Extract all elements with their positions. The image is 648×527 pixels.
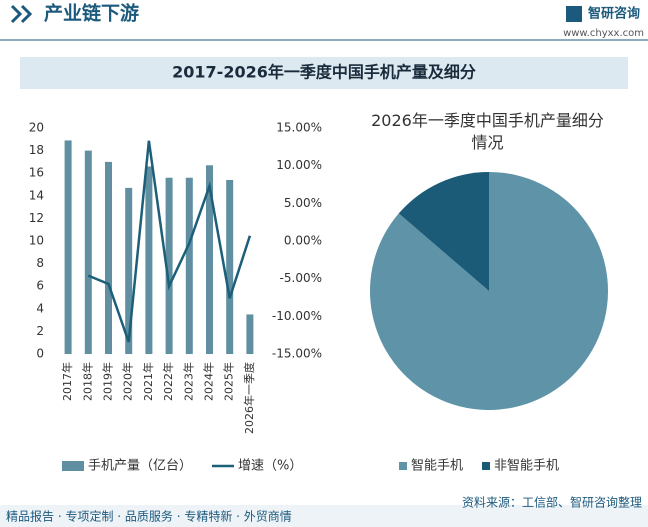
x-tick-label: 2025年 bbox=[222, 362, 236, 401]
bar bbox=[165, 177, 173, 354]
y-tick-label: 18 bbox=[29, 143, 44, 157]
y-tick-label: 10 bbox=[29, 234, 44, 248]
bar bbox=[125, 187, 133, 354]
bar bbox=[246, 314, 254, 354]
x-tick-label: 2024年 bbox=[202, 362, 216, 401]
footer-source: 资料来源：工信部、智研咨询整理 bbox=[462, 495, 642, 510]
y2-tick-label: 5.00% bbox=[284, 196, 322, 210]
footer-band bbox=[0, 505, 648, 527]
y-tick-label: 6 bbox=[36, 279, 44, 293]
legend-label: 非智能手机 bbox=[494, 459, 559, 474]
legend-swatch bbox=[482, 462, 490, 470]
logo: 智研咨询 bbox=[588, 6, 640, 22]
y-tick-label: 4 bbox=[36, 301, 44, 315]
legend-label: 增速（%） bbox=[238, 459, 302, 474]
y2-tick-label: -10.00% bbox=[272, 309, 322, 323]
y-tick-label: 16 bbox=[29, 166, 44, 180]
x-tick-label: 2026年一季度 bbox=[242, 362, 256, 434]
x-tick-label: 2022年 bbox=[161, 362, 175, 401]
banner bbox=[20, 57, 628, 89]
x-tick-label: 2021年 bbox=[141, 362, 155, 401]
legend-swatch bbox=[62, 461, 84, 471]
y-tick-label: 14 bbox=[29, 188, 44, 202]
bar bbox=[226, 179, 234, 354]
y-tick-label: 12 bbox=[29, 211, 44, 225]
pie-slice bbox=[398, 172, 489, 291]
y-tick-label: 2 bbox=[36, 324, 44, 338]
x-tick-label: 2019年 bbox=[101, 362, 115, 401]
legend-label: 手机产量（亿台） bbox=[88, 459, 192, 474]
header-icon bbox=[10, 4, 33, 24]
x-tick-label: 2018年 bbox=[80, 362, 94, 401]
y2-tick-label: 10.00% bbox=[276, 158, 322, 172]
growth-line bbox=[87, 140, 252, 343]
legend-label: 智能手机 bbox=[411, 459, 463, 474]
x-tick-label: 2023年 bbox=[181, 362, 195, 401]
bar bbox=[145, 166, 153, 354]
y-tick-label: 8 bbox=[36, 256, 44, 270]
y-tick-label: 0 bbox=[36, 347, 44, 361]
y2-tick-label: -5.00% bbox=[280, 271, 322, 285]
header-title: 产业链下游 bbox=[44, 2, 139, 25]
url: www.chyxx.com bbox=[563, 28, 644, 39]
footer-services: 精品报告 · 专项定制 · 品质服务 · 专精特新 · 外贸商情 bbox=[6, 509, 292, 524]
y2-tick-label: 15.00% bbox=[276, 121, 322, 135]
x-tick-label: 2017年 bbox=[60, 362, 74, 401]
bar bbox=[84, 150, 92, 354]
y2-tick-label: 0.00% bbox=[284, 234, 322, 248]
legend-swatch bbox=[399, 462, 407, 470]
banner-title: 2017-2026年一季度中国手机产量及细分 bbox=[172, 63, 476, 82]
bar bbox=[185, 177, 193, 354]
bar bbox=[206, 165, 213, 354]
bar bbox=[105, 161, 112, 354]
bar bbox=[64, 140, 72, 354]
pie-title: 2026年一季度中国手机产量细分情况 bbox=[371, 111, 604, 152]
logo-icon bbox=[566, 6, 582, 22]
y2-tick-label: -15.00% bbox=[272, 347, 322, 361]
x-tick-label: 2020年 bbox=[121, 362, 135, 401]
y-tick-label: 20 bbox=[29, 121, 44, 135]
